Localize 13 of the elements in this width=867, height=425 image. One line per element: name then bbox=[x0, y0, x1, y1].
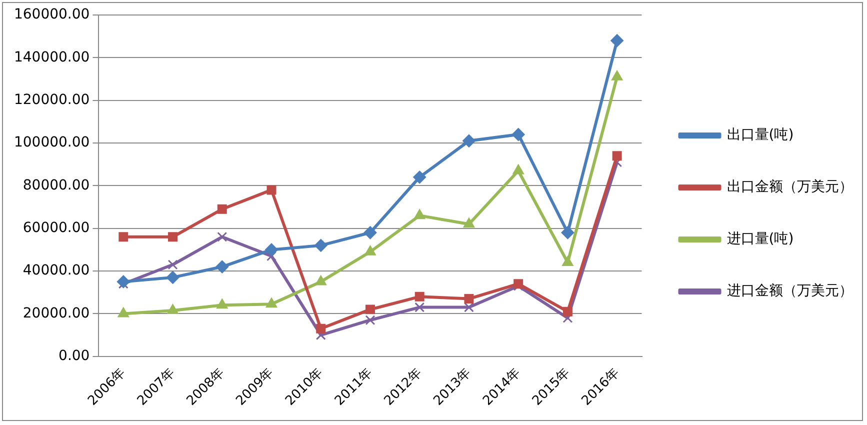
y-tick-label: 140000.00 bbox=[14, 49, 90, 66]
legend-label: 出口金额（万美元） bbox=[726, 179, 853, 196]
legend-label: 进口量(吨) bbox=[726, 231, 794, 248]
y-tick-label: 60000.00 bbox=[22, 220, 90, 236]
y-tick-label: 40000.00 bbox=[22, 262, 90, 279]
y-tick-label: 0.00 bbox=[58, 348, 90, 364]
y-tick-label: 20000.00 bbox=[22, 305, 90, 322]
y-tick-label: 80000.00 bbox=[22, 177, 90, 194]
legend-label: 进口金额（万美元） bbox=[726, 283, 853, 300]
y-tick-label: 120000.00 bbox=[14, 92, 90, 108]
legend-label: 出口量(吨) bbox=[726, 127, 794, 144]
y-tick-label: 160000.00 bbox=[14, 6, 90, 23]
y-tick-label: 100000.00 bbox=[14, 134, 90, 151]
